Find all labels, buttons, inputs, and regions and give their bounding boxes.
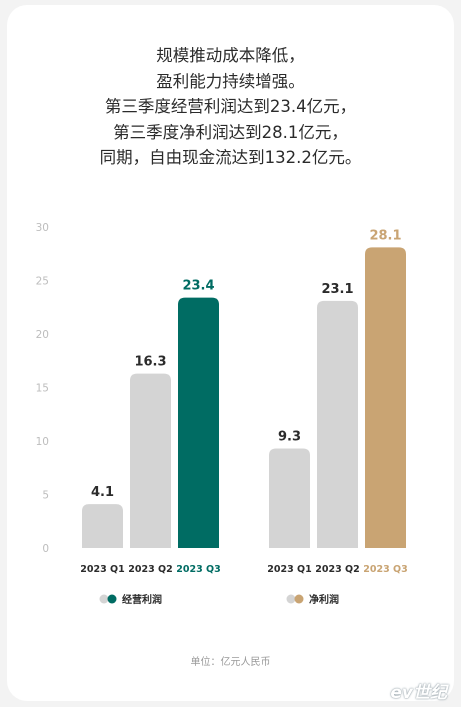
y-tick-label: 15 — [36, 383, 49, 395]
bar-value-label: 16.3 — [134, 355, 166, 370]
headline-line-3: 第三季度经营利润达到23.4亿元， — [104, 97, 357, 116]
category-label: 2023 Q1 — [267, 564, 311, 575]
bar — [269, 448, 310, 548]
headline-line-2: 盈利能力持续增强。 — [156, 71, 305, 91]
bar-value-label: 9.3 — [278, 429, 301, 444]
watermark-logo: ev世纪 — [390, 683, 447, 703]
headline-line-1: 规模推动成本降低， — [156, 46, 305, 65]
headline-line-5: 同期，自由现金流达到132.2亿元。 — [99, 148, 362, 167]
bar-value-label: 23.1 — [321, 282, 353, 297]
category-label: 2023 Q2 — [315, 564, 359, 575]
bar — [178, 297, 219, 548]
bar-value-label: 4.1 — [91, 485, 114, 500]
bar-value-label: 28.1 — [369, 228, 401, 243]
legend-label: 净利润 — [309, 593, 339, 606]
headline-line-4: 第三季度净利润达到28.1亿元， — [113, 122, 348, 142]
bar — [82, 504, 123, 548]
y-tick-label: 10 — [36, 436, 49, 448]
bar — [365, 247, 406, 548]
headline: 规模推动成本降低， 盈利能力持续增强。 第三季度经营利润达到23.4亿元， 第三… — [7, 43, 454, 171]
y-tick-label: 30 — [36, 222, 49, 234]
y-tick-label: 5 — [42, 490, 49, 502]
bar-value-label: 23.4 — [182, 279, 214, 294]
profit-bar-chart: 0 5 10 15 20 25 30 4.1 2023 Q1 16.3 2023 Q2 23.4 202… — [36, 222, 408, 606]
legend-label: 经营利润 — [122, 593, 162, 606]
info-card: 规模推动成本降低， 盈利能力持续增强。 第三季度经营利润达到23.4亿元， 第三… — [7, 5, 454, 701]
category-label: 2023 Q1 — [80, 564, 124, 575]
bar — [130, 373, 171, 548]
legend-dot-base — [99, 594, 109, 604]
legend-dot-highlight — [107, 594, 117, 604]
bar — [317, 300, 358, 548]
category-label: 2023 Q2 — [128, 564, 172, 575]
unit-note: 单位：亿元人民币 — [190, 657, 271, 668]
y-tick-label: 0 — [42, 543, 49, 555]
category-label: 2023 Q3 — [176, 564, 220, 575]
y-tick-label: 25 — [36, 276, 49, 288]
legend-dot-highlight — [294, 594, 304, 604]
y-tick-label: 20 — [36, 329, 49, 341]
legend-dot-base — [286, 594, 296, 604]
category-label: 2023 Q3 — [363, 564, 407, 575]
